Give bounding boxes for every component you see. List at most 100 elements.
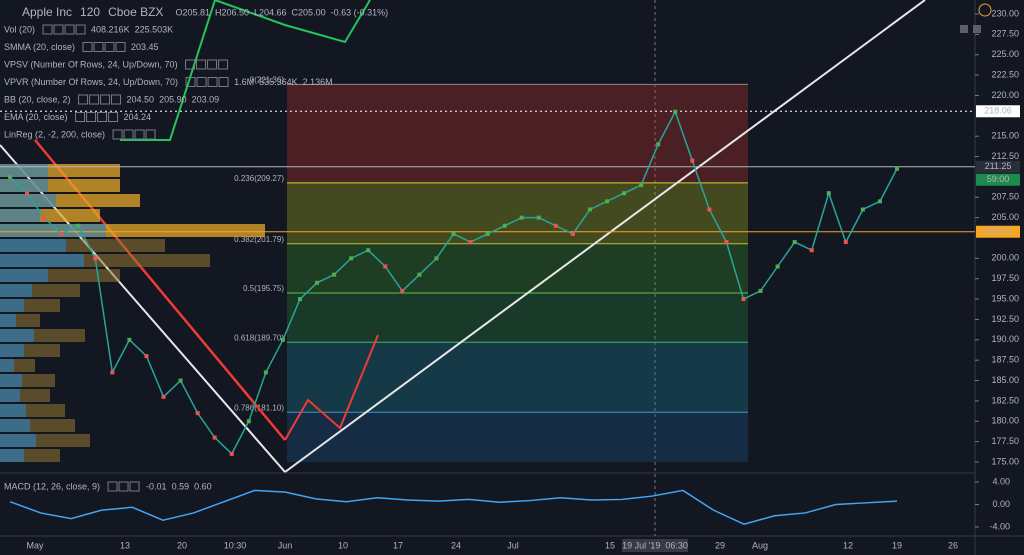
indicator-button[interactable] [196, 77, 207, 87]
indicator-button[interactable] [123, 129, 134, 140]
macd-value: 0.59 [172, 481, 190, 491]
price-badge-label: 218.06 [984, 106, 1012, 116]
indicator-button[interactable] [107, 481, 118, 492]
indicator-button[interactable] [185, 59, 196, 70]
indicator-button[interactable] [115, 42, 126, 52]
candle [622, 191, 627, 196]
indicator-value: 408.216K [91, 24, 130, 34]
candle [553, 223, 558, 228]
profile-bar [0, 254, 84, 267]
candle [877, 199, 882, 204]
indicator-button[interactable] [108, 112, 119, 122]
candle [280, 337, 285, 342]
indicator-button[interactable] [185, 77, 196, 87]
indicator-button[interactable] [42, 24, 53, 35]
candle [809, 248, 814, 253]
indicator-button[interactable] [218, 59, 229, 70]
indicator-button[interactable] [118, 481, 129, 492]
candle [860, 207, 865, 212]
volume-profile [0, 164, 265, 462]
candle [485, 231, 490, 236]
indicator-button[interactable] [111, 94, 122, 105]
indicator-button[interactable] [75, 24, 86, 35]
indicator-button[interactable] [97, 112, 108, 122]
candle [93, 256, 98, 261]
profile-bar [0, 194, 56, 207]
candle [195, 411, 200, 416]
macd-value: 0.60 [194, 481, 212, 491]
price-tick-label: 180.00 [991, 416, 1019, 426]
indicator-button[interactable] [93, 42, 104, 52]
candle [229, 451, 234, 456]
indicator-button[interactable] [53, 24, 64, 35]
candle [775, 264, 780, 269]
settings-icon[interactable] [960, 25, 968, 33]
candle [76, 223, 81, 228]
price-tick-label: 192.50 [991, 314, 1019, 324]
candle [417, 272, 422, 277]
fib-label: 0.5(195.75) [243, 284, 284, 293]
indicator-button[interactable] [218, 77, 229, 87]
indicator-button[interactable] [82, 42, 93, 52]
indicator-value: 1.6M [234, 77, 254, 87]
indicator-name: LinReg (2, -2, 200, close) [4, 129, 105, 139]
indicator-button[interactable] [134, 129, 145, 140]
countdown: 59:00 [987, 174, 1010, 184]
cursor-badge [622, 539, 688, 552]
time-label: 29 [715, 540, 725, 550]
profile-bar [0, 434, 36, 447]
indicator-button[interactable] [207, 59, 218, 70]
profile-bar [0, 449, 24, 462]
indicator-name: BB (20, close, 2) [4, 94, 71, 104]
alert-icon[interactable] [978, 3, 992, 17]
fib-area: 0(221.36) 0.236(209.27) 0.382(201.79) 0.5(1… [234, 75, 748, 462]
indicator-value: 225.503K [135, 24, 174, 34]
price-tick-label: 177.50 [991, 436, 1019, 446]
indicator-button[interactable] [112, 129, 123, 140]
indicator-value: 535.364K [259, 77, 298, 87]
settings-icon[interactable] [973, 25, 981, 33]
indicator-button[interactable] [129, 481, 140, 492]
indicator-button[interactable] [145, 129, 156, 140]
fib-band [287, 243, 748, 293]
indicator-button[interactable] [100, 94, 111, 105]
profile-bar [0, 179, 48, 192]
candle [127, 337, 132, 342]
ohlc-value: L204.66 [254, 7, 287, 17]
time-label: May [26, 540, 44, 550]
profile-bar [0, 359, 14, 372]
candle [212, 435, 217, 440]
time-label: Jun [278, 540, 293, 550]
macd-value: -0.01 [146, 481, 167, 491]
indicator-button[interactable] [78, 94, 89, 105]
candle [639, 183, 644, 188]
indicator-button[interactable] [86, 112, 97, 122]
candle [263, 370, 268, 375]
indicator-button[interactable] [89, 94, 100, 105]
price-tick-label: 207.50 [991, 192, 1019, 202]
candle [400, 288, 405, 293]
indicator-value: 203.09 [192, 94, 220, 104]
countdown-badge [976, 173, 1020, 186]
symbol-info: Apple Inc [22, 5, 72, 19]
candle [332, 272, 337, 277]
price-tick-label: 187.50 [991, 355, 1019, 365]
candle [758, 288, 763, 293]
candle [144, 354, 149, 359]
candle [536, 215, 541, 220]
indicator-button[interactable] [64, 24, 75, 35]
indicator-button[interactable] [207, 77, 218, 87]
profile-bar [0, 344, 24, 357]
fib-band [287, 412, 748, 462]
fib-band [287, 182, 748, 244]
time-label: 17 [393, 540, 403, 550]
indicator-button[interactable] [75, 112, 86, 122]
indicator-button[interactable] [104, 42, 115, 52]
price-tick-label: 200.00 [991, 253, 1019, 263]
time-label: 24 [451, 540, 461, 550]
indicator-button[interactable] [196, 59, 207, 70]
candle [792, 240, 797, 245]
candle [587, 207, 592, 212]
